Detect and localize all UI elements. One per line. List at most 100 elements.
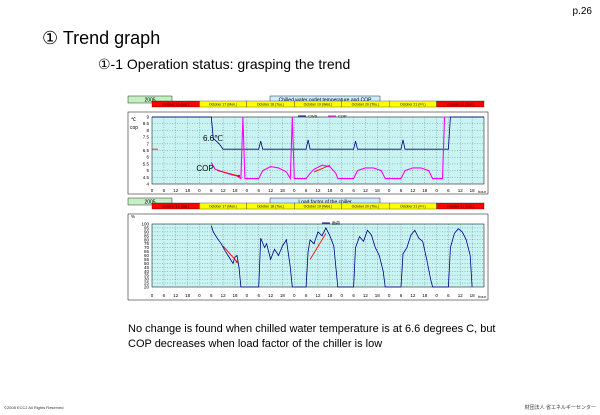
trend-arrow-head (235, 260, 239, 263)
x-tick-label: 0 (435, 293, 438, 298)
y-tick-label: 70 (144, 245, 150, 250)
y-tick-label: 90 (144, 229, 150, 234)
day-label: October 15 (Sat.) (162, 103, 189, 107)
x-tick-label: 0 (246, 293, 249, 298)
x-tick-label: 6 (352, 293, 355, 298)
x-axis-label: hour (478, 294, 487, 299)
y-tick-label: 35 (144, 273, 150, 278)
x-tick-label: 18 (232, 188, 238, 193)
day-label: October 20 (Thu.) (352, 103, 380, 107)
y-tick-label: 55 (144, 257, 150, 262)
y-tick-label: 40 (144, 269, 150, 274)
x-tick-label: 6 (305, 188, 308, 193)
year-box (127, 95, 173, 104)
x-tick-label: 18 (327, 188, 333, 193)
x-tick-label: 6 (163, 188, 166, 193)
year-box (127, 197, 173, 206)
year-label: 2005 (144, 98, 155, 104)
x-tick-label: 0 (340, 293, 343, 298)
day-label: October 20 (Thu.) (352, 205, 380, 209)
day-label: October 19 (Wed.) (304, 103, 333, 107)
x-tick-label: 0 (151, 188, 154, 193)
x-tick-label: 18 (280, 188, 286, 193)
x-tick-label: 18 (422, 293, 428, 298)
y-tick-label: 25 (144, 281, 150, 286)
x-tick-label: 6 (210, 293, 213, 298)
x-tick-label: 12 (315, 188, 321, 193)
y-tick-label: 50 (144, 261, 150, 266)
x-tick-label: 18 (470, 188, 476, 193)
slide-subtitle: ①-1 Operation status: grasping the trend (98, 56, 351, 72)
series-line (152, 116, 484, 150)
series-line (210, 116, 446, 181)
y-tick-label: 45 (144, 265, 150, 270)
trend-arrow-head (237, 174, 241, 178)
page-number: p.26 (572, 6, 592, 17)
x-tick-label: 18 (375, 188, 381, 193)
y-tick-label: 8.5 (143, 121, 150, 126)
y-tick-label: 7.5 (143, 135, 150, 140)
chart-title: Chilled water outlet temperature and COP (279, 98, 372, 104)
x-tick-label: 0 (293, 293, 296, 298)
day-label: October 22 (Sat.) (447, 103, 474, 107)
x-tick-label: 0 (198, 188, 201, 193)
series-line (210, 225, 473, 288)
y-axis-unit: ℃ (131, 117, 137, 122)
x-tick-label: 12 (173, 188, 179, 193)
organization-logo-text: 財団法人 省エネルギーセンター (524, 405, 596, 411)
x-tick-label: 18 (185, 188, 191, 193)
x-tick-label: 12 (363, 293, 369, 298)
x-tick-label: 12 (410, 188, 416, 193)
y-tick-label: 30 (144, 277, 150, 282)
x-tick-label: 12 (315, 293, 321, 298)
x-tick-label: 0 (340, 188, 343, 193)
x-tick-label: 6 (447, 188, 450, 193)
x-tick-label: 12 (410, 293, 416, 298)
y-tick-label: 6 (146, 155, 149, 160)
x-tick-label: 6 (352, 188, 355, 193)
legend-label: COP (338, 114, 347, 119)
y-tick-label: 60 (144, 253, 150, 258)
x-tick-label: 12 (173, 293, 179, 298)
x-tick-label: 12 (268, 188, 274, 193)
x-tick-label: 6 (305, 293, 308, 298)
day-label: October 18 (Tue.) (257, 103, 285, 107)
year-label: 2005 (144, 200, 155, 206)
x-tick-label: 12 (221, 293, 227, 298)
x-tick-label: 18 (422, 188, 428, 193)
annotation-cop: COP (196, 164, 213, 173)
x-tick-label: 12 (363, 188, 369, 193)
legend-label: 負荷 (332, 220, 340, 226)
y-tick-label: 80 (144, 237, 150, 242)
x-tick-label: 6 (400, 293, 403, 298)
x-tick-label: 6 (163, 293, 166, 298)
x-tick-label: 6 (400, 188, 403, 193)
y-axis-unit: % (131, 214, 135, 219)
y-tick-label: 5.5 (143, 161, 150, 166)
y-tick-label: 7 (146, 141, 149, 146)
y-tick-label: 100 (141, 222, 149, 227)
x-tick-label: 12 (458, 188, 464, 193)
annotation-6-6c: 6.6℃ (203, 134, 223, 143)
legend-label: CWS (308, 114, 318, 119)
trend-arrow (313, 164, 331, 173)
day-label: October 22 (Sat.) (447, 205, 474, 209)
trend-arrow (309, 233, 327, 260)
y-tick-label: 95 (144, 225, 150, 230)
x-tick-label: 6 (447, 293, 450, 298)
x-tick-label: 18 (280, 293, 286, 298)
x-tick-label: 18 (327, 293, 333, 298)
y-tick-label: 4.5 (143, 175, 150, 180)
x-tick-label: 18 (232, 293, 238, 298)
y-tick-label: 20 (144, 285, 150, 290)
day-bar (436, 100, 485, 108)
chart-title: Load factor of the chiller (298, 200, 352, 206)
day-label: October 21 (Fri.) (400, 103, 426, 107)
day-label: October 17 (Mon.) (209, 205, 237, 209)
day-label: October 15 (Sat.) (162, 205, 189, 209)
x-axis-label: hour (478, 189, 487, 194)
y-tick-label: 85 (144, 233, 150, 238)
x-tick-label: 18 (185, 293, 191, 298)
day-label: October 19 (Wed.) (304, 205, 333, 209)
day-label: October 18 (Tue.) (257, 205, 285, 209)
